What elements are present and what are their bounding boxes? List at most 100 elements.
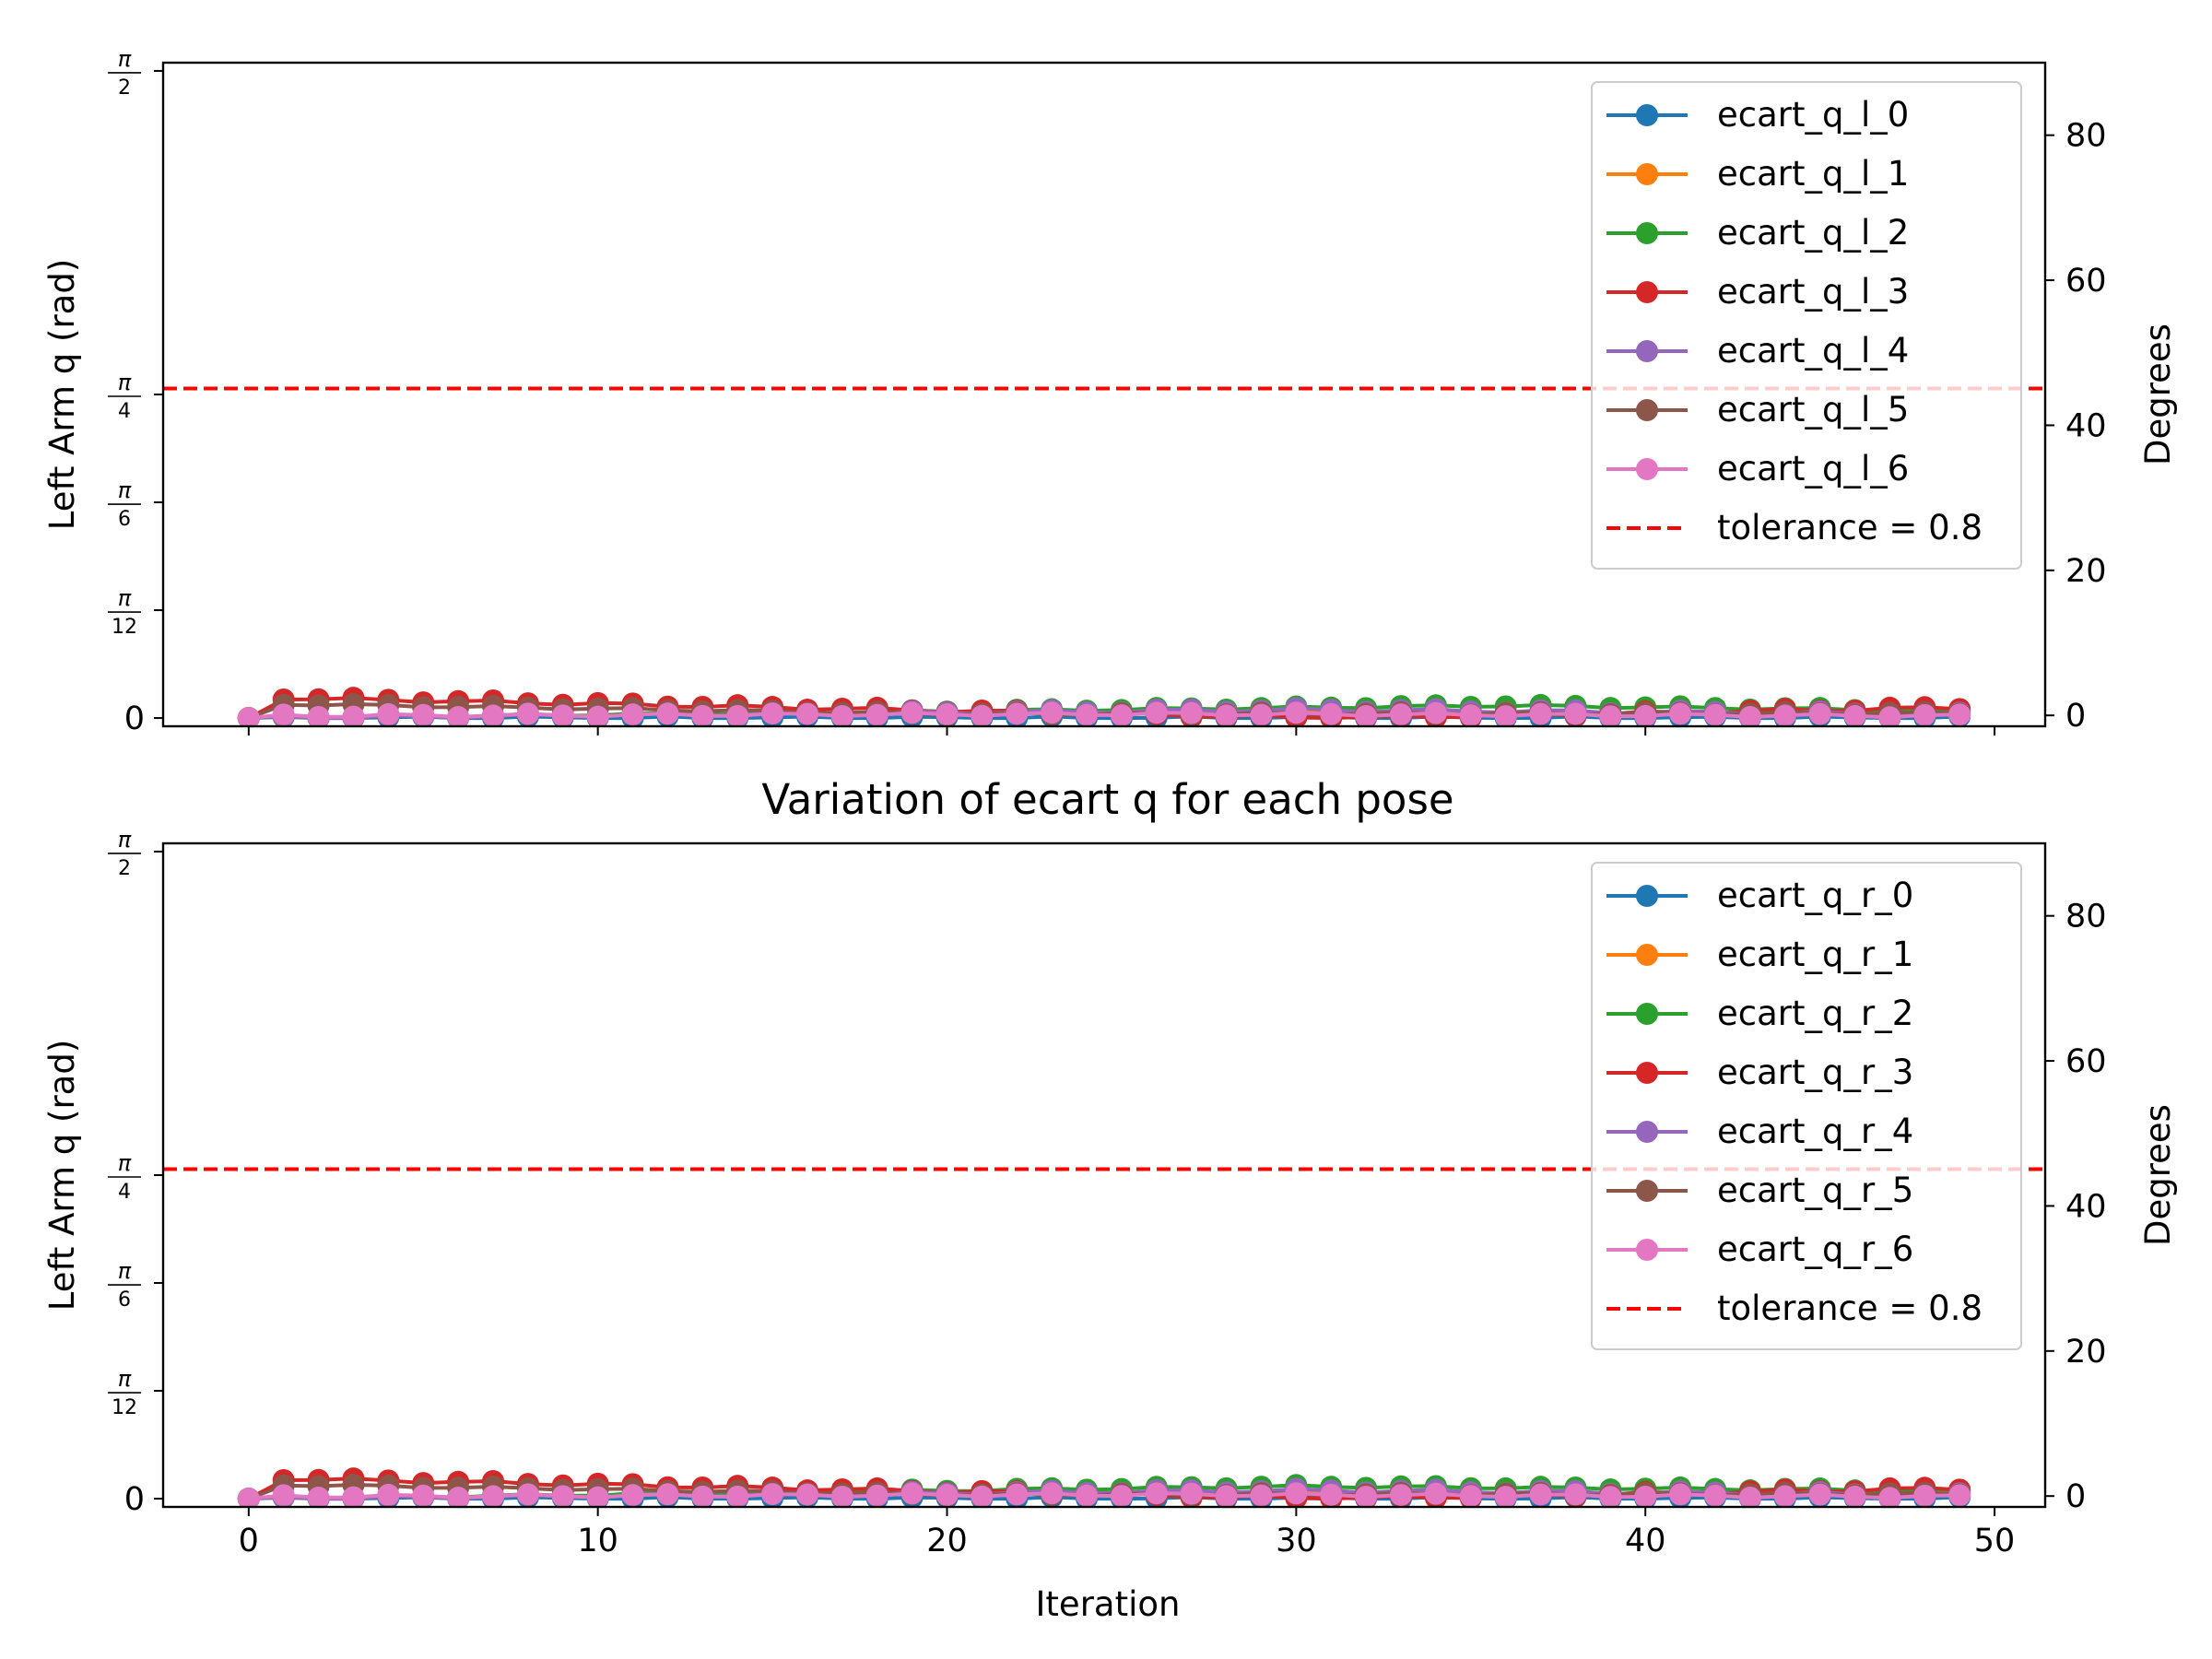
- legend-label-ecart_q_l_5: ecart_q_l_5: [1717, 390, 1909, 429]
- right-y-tick-label: 60: [2065, 1043, 2107, 1080]
- data-point-ecart_q_r_6: [307, 1486, 330, 1507]
- data-point-ecart_q_r_6: [1634, 1485, 1657, 1507]
- y-tick-label-denominator: 2: [118, 857, 131, 880]
- data-point-ecart_q_r_6: [971, 1485, 994, 1507]
- data-point-ecart_q_r_6: [1808, 1483, 1831, 1506]
- data-point-ecart_q_l_6: [1110, 704, 1133, 726]
- y-tick-label-numerator: π: [118, 1366, 132, 1392]
- legend-marker-ecart_q_r_3: [1636, 1062, 1658, 1084]
- data-point-ecart_q_l_6: [377, 702, 400, 725]
- data-point-ecart_q_l_6: [621, 703, 644, 726]
- right-y-tick-label: 60: [2065, 263, 2107, 300]
- data-point-ecart_q_r_6: [621, 1484, 644, 1507]
- data-point-ecart_q_r_6: [1878, 1487, 1901, 1507]
- data-point-ecart_q_r_6: [865, 1484, 888, 1507]
- legend-label-ecart_q_l_3: ecart_q_l_3: [1717, 272, 1909, 312]
- data-point-ecart_q_l_6: [1355, 704, 1378, 726]
- legend-label-ecart_q_r_1: ecart_q_r_1: [1717, 935, 1913, 974]
- data-point-ecart_q_l_6: [1529, 702, 1552, 725]
- data-point-ecart_q_r_6: [516, 1483, 539, 1506]
- y-tick-label-numerator: π: [118, 370, 132, 395]
- data-point-ecart_q_l_6: [1041, 701, 1064, 724]
- data-point-ecart_q_r_6: [1285, 1482, 1308, 1505]
- data-point-ecart_q_l_6: [1076, 703, 1099, 726]
- data-point-ecart_q_l_6: [1285, 701, 1308, 724]
- data-point-ecart_q_l_6: [1250, 703, 1273, 726]
- y-tick-label-denominator: 12: [112, 616, 137, 639]
- y-tick-label-denominator: 12: [112, 1396, 137, 1419]
- right-y-tick-label: 0: [2065, 1478, 2086, 1515]
- data-point-ecart_q_l_6: [1459, 704, 1482, 726]
- legend-label-ecart_q_r_3: ecart_q_r_3: [1717, 1053, 1913, 1092]
- data-point-ecart_q_l_6: [1215, 704, 1238, 726]
- y-tick-label-numerator: π: [118, 1258, 132, 1284]
- legend-box: [1591, 862, 2022, 1350]
- data-point-ecart_q_l_6: [1669, 702, 1692, 725]
- data-point-ecart_q_r_6: [412, 1484, 435, 1507]
- data-point-ecart_q_l_6: [726, 704, 749, 726]
- data-point-ecart_q_l_6: [551, 704, 574, 726]
- data-point-ecart_q_l_6: [516, 702, 539, 725]
- y-tick-label-numerator: π: [118, 46, 132, 72]
- data-point-ecart_q_r_6: [1773, 1485, 1796, 1507]
- legend: ecart_q_l_0 ecart_q_l_1 ecart_q_l_2 ecart_q…: [1591, 81, 2022, 570]
- y-axis-label: Left Arm q (rad): [42, 259, 82, 531]
- data-point-ecart_q_r_6: [1424, 1482, 1447, 1505]
- data-point-ecart_q_r_6: [1215, 1485, 1238, 1507]
- y-tick-label-numerator: π: [118, 585, 132, 611]
- data-point-ecart_q_l_6: [935, 703, 959, 726]
- data-point-ecart_q_l_6: [865, 703, 888, 726]
- legend-marker-ecart_q_l_2: [1636, 222, 1658, 244]
- legend-marker-ecart_q_r_5: [1636, 1180, 1658, 1202]
- legend-marker-ecart_q_r_4: [1636, 1121, 1658, 1143]
- data-point-ecart_q_l_6: [1494, 705, 1517, 726]
- y-axis-label: Left Arm q (rad): [42, 1040, 82, 1312]
- data-point-ecart_q_r_6: [1041, 1482, 1064, 1505]
- legend-label-ecart_q_r_6: ecart_q_r_6: [1717, 1230, 1913, 1269]
- legend-label-ecart_q_l_6: ecart_q_l_6: [1717, 449, 1909, 488]
- legend-marker-ecart_q_l_3: [1636, 281, 1658, 303]
- data-point-ecart_q_r_6: [1948, 1484, 1971, 1507]
- data-point-ecart_q_l_6: [1180, 701, 1203, 724]
- y-tick-label: 0: [124, 1481, 145, 1518]
- data-point-ecart_q_l_6: [412, 703, 435, 726]
- right-y-tick-label: 20: [2065, 1334, 2107, 1371]
- data-point-ecart_q_l_6: [761, 702, 784, 725]
- legend-marker-ecart_q_l_0: [1636, 104, 1658, 126]
- data-point-ecart_q_l_6: [1948, 703, 1971, 726]
- data-point-ecart_q_r_6: [1110, 1485, 1133, 1507]
- data-point-ecart_q_l_6: [307, 705, 330, 726]
- legend-marker-ecart_q_r_1: [1636, 944, 1658, 966]
- y-tick-label-denominator: 4: [118, 1181, 131, 1204]
- data-point-ecart_q_l_6: [1599, 705, 1622, 726]
- y-tick-label-denominator: 2: [118, 76, 131, 100]
- legend-label-ecart_q_l_2: ecart_q_l_2: [1717, 213, 1909, 253]
- data-point-ecart_q_l_6: [237, 707, 260, 726]
- legend-marker-ecart_q_l_1: [1636, 163, 1658, 185]
- legend-label-ecart_q_l_4: ecart_q_l_4: [1717, 331, 1909, 371]
- right-y-tick-label: 40: [2065, 407, 2107, 444]
- x-tick-label: 0: [239, 1523, 259, 1559]
- data-point-ecart_q_r_6: [1076, 1484, 1099, 1507]
- data-point-ecart_q_l_6: [691, 704, 714, 726]
- right-y-axis-label: Degrees: [2138, 324, 2178, 465]
- data-point-ecart_q_r_6: [377, 1483, 400, 1506]
- data-point-ecart_q_l_6: [1703, 703, 1726, 726]
- plot-area: [163, 386, 2045, 726]
- data-point-ecart_q_l_6: [1913, 703, 1936, 726]
- legend-label-ecart_q_l_0: ecart_q_l_0: [1717, 95, 1909, 135]
- legend-label-ecart_q_l_1: ecart_q_l_1: [1717, 154, 1909, 194]
- legend-marker-ecart_q_l_5: [1636, 399, 1658, 421]
- data-point-ecart_q_l_6: [656, 702, 679, 725]
- data-point-ecart_q_l_6: [1634, 704, 1657, 726]
- data-point-ecart_q_r_6: [272, 1484, 295, 1507]
- data-point-ecart_q_l_6: [1320, 702, 1343, 725]
- data-point-ecart_q_l_6: [342, 705, 365, 726]
- data-point-ecart_q_r_6: [1390, 1484, 1413, 1507]
- x-tick-label: 20: [926, 1523, 968, 1559]
- data-point-ecart_q_l_6: [1808, 702, 1831, 725]
- legend-label-ecart_q_r_4: ecart_q_r_4: [1717, 1112, 1913, 1151]
